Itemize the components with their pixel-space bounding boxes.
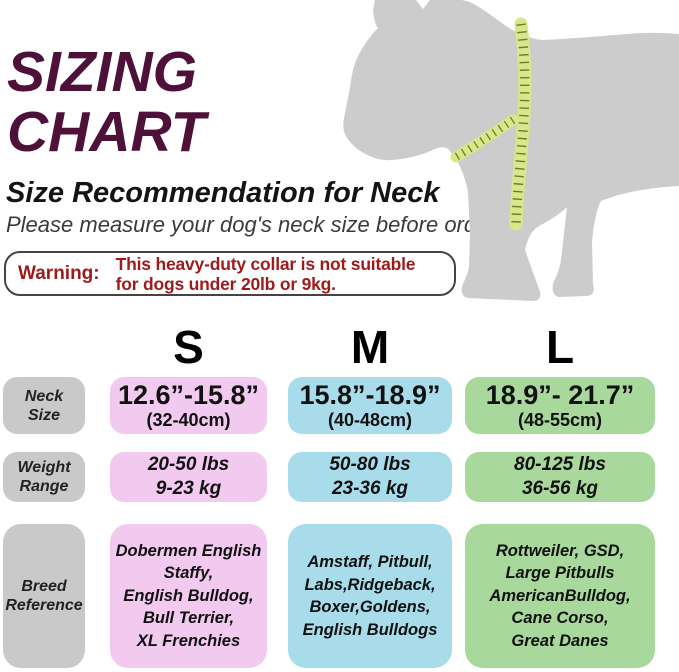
weight-range-row: Weight Range 20-50 lbs 9-23 kg 50-80 lbs… bbox=[3, 452, 655, 502]
subtitle: Size Recommendation for Neck bbox=[6, 177, 440, 209]
size-header-row: S M L bbox=[3, 321, 655, 373]
weight-range-cell-s: 20-50 lbs 9-23 kg bbox=[110, 452, 267, 502]
size-column-header-l: L bbox=[545, 321, 575, 373]
neck-range-s: 12.6”-15.8” bbox=[117, 380, 260, 410]
breeds-m: Amstaff, Pitbull, Labs,Ridgeback, Boxer,… bbox=[302, 553, 438, 639]
neck-size-cell-s: 12.6”-15.8” (32-40cm) bbox=[110, 377, 267, 434]
weight-range-m: 50-80 lbs 23-36 kg bbox=[329, 454, 411, 499]
neck-size-cell-m: 15.8”-18.9” (40-48cm) bbox=[288, 377, 452, 434]
neck-range-m: 15.8”-18.9” bbox=[299, 380, 441, 410]
neck-size-cell-l: 18.9”- 21.7” (48-55cm) bbox=[465, 377, 655, 434]
weight-range-cell-l: 80-125 lbs 36-56 kg bbox=[465, 452, 655, 502]
measuring-tape bbox=[509, 17, 532, 231]
weight-range-s: 20-50 lbs 9-23 kg bbox=[147, 454, 230, 499]
dog-neck-measuring-tape-icon bbox=[330, 0, 679, 318]
weight-range-l: 80-125 lbs 36-56 kg bbox=[514, 454, 606, 499]
dog-silhouette-svg bbox=[343, 0, 679, 301]
warning-text: This heavy-duty collar is not suitable f… bbox=[115, 253, 416, 294]
breed-reference-cell-l: Rottweiler, GSD, Large Pitbulls American… bbox=[465, 524, 655, 668]
weight-range-row-label: Weight Range bbox=[3, 452, 85, 502]
neck-range-cm-l: (48-55cm) bbox=[517, 410, 603, 430]
warning-label: Warning: bbox=[18, 262, 100, 284]
measure-note: Please measure your dog's neck size befo… bbox=[6, 212, 526, 237]
size-column-header-m: M bbox=[350, 321, 390, 373]
dog-body-shape bbox=[343, 0, 679, 301]
breeds-s: Dobermen English Staffy, English Bulldog… bbox=[115, 541, 262, 650]
size-column-header-s: S bbox=[173, 321, 204, 373]
warning-box: Warning: This heavy-duty collar is not s… bbox=[4, 251, 456, 296]
page-title: SIZING CHART bbox=[7, 42, 205, 162]
breed-reference-cell-m: Amstaff, Pitbull, Labs,Ridgeback, Boxer,… bbox=[288, 524, 452, 668]
neck-range-cm-s: (32-40cm) bbox=[146, 410, 231, 430]
breed-reference-cell-s: Dobermen English Staffy, English Bulldog… bbox=[110, 524, 267, 668]
measuring-tape-branch bbox=[450, 114, 519, 163]
weight-range-cell-m: 50-80 lbs 23-36 kg bbox=[288, 452, 452, 502]
neck-range-cm-m: (40-48cm) bbox=[327, 410, 413, 430]
neck-size-row: Neck Size 12.6”-15.8” (32-40cm) 15.8”-18… bbox=[3, 377, 655, 434]
neck-size-row-label: Neck Size bbox=[3, 377, 85, 434]
neck-range-l: 18.9”- 21.7” bbox=[485, 380, 635, 410]
page-title-line1: SIZING bbox=[7, 40, 198, 104]
page-title-line2: CHART bbox=[7, 100, 206, 164]
breeds-l: Rottweiler, GSD, Large Pitbulls American… bbox=[489, 541, 631, 650]
breed-reference-row-label: Breed Reference bbox=[3, 524, 85, 668]
breed-reference-row: Breed Reference Dobermen English Staffy,… bbox=[3, 524, 655, 668]
header-spacer bbox=[3, 322, 85, 372]
